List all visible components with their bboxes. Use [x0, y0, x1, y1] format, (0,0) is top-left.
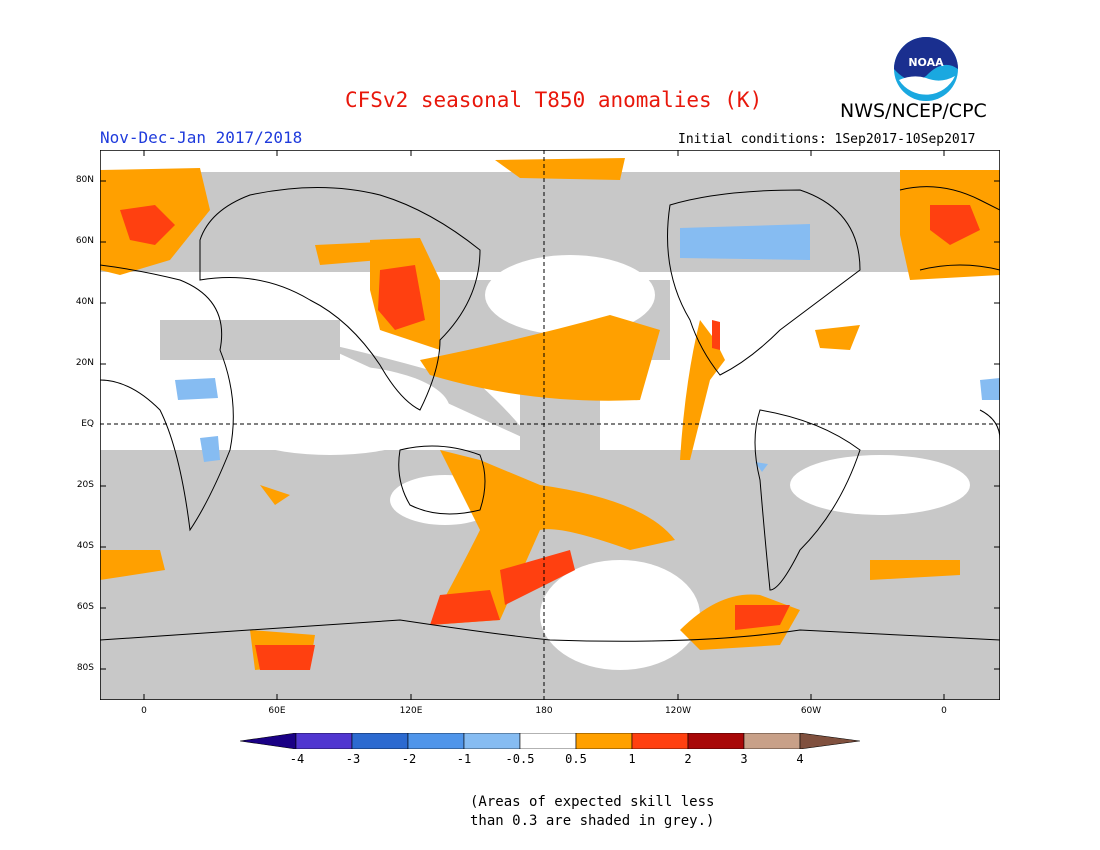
lon-label-120e: 120E: [399, 706, 423, 716]
skill-note: (Areas of expected skill less than 0.3 a…: [470, 793, 730, 831]
colorbar-tick: -0.5: [505, 752, 535, 766]
colorbar-tick: 3: [740, 752, 748, 766]
colorbar-tick: 0.5: [565, 752, 587, 766]
colorbar-tick: 4: [796, 752, 804, 766]
lat-label-80s: 80S: [76, 663, 94, 673]
lat-label-eq: EQ: [81, 419, 94, 429]
noaa-logo: NOAA: [894, 37, 958, 101]
anomaly-map: [100, 150, 1000, 700]
lon-label-0: 0: [141, 706, 147, 716]
map-title: CFSv2 seasonal T850 anomalies (K): [345, 88, 763, 112]
colorbar-segment: [463, 733, 521, 749]
lat-label-60s: 60S: [76, 602, 94, 612]
colorbar-arrow-low: [240, 733, 297, 749]
agency-label: NWS/NCEP/CPC: [840, 100, 987, 122]
colorbar-segment: [743, 733, 801, 749]
colorbar-segment: [519, 733, 577, 749]
colorbar-segment: [351, 733, 409, 749]
colorbar-tick: 1: [628, 752, 636, 766]
colorbar-arrow-high: [799, 733, 860, 749]
cool-anomaly-regions: [175, 224, 1000, 472]
initial-conditions-label: Initial conditions: 1Sep2017-10Sep2017: [678, 132, 976, 147]
lon-label-0-east: 0: [941, 706, 947, 716]
season-label: Nov-Dec-Jan 2017/2018: [100, 128, 303, 147]
lat-label-20n: 20N: [75, 358, 94, 368]
lon-label-120w: 120W: [664, 706, 692, 716]
colorbar-segment: [575, 733, 633, 749]
lat-label-40n: 40N: [75, 297, 94, 307]
colorbar-segment: [631, 733, 689, 749]
colorbar-tick: -3: [345, 752, 361, 766]
lat-label-80n: 80N: [75, 175, 94, 185]
reference-lines: [100, 150, 1000, 700]
skill-note-line2: than 0.3 are shaded in grey.): [470, 813, 715, 829]
colorbar-tick: -2: [401, 752, 417, 766]
colorbar: [240, 733, 860, 749]
lon-label-60e: 60E: [268, 706, 286, 716]
lat-label-20s: 20S: [76, 480, 94, 490]
colorbar-segment: [687, 733, 745, 749]
strong-warm-regions: [120, 205, 980, 670]
lat-label-40s: 40S: [76, 541, 94, 551]
map-ticks: [100, 150, 1000, 700]
noaa-logo-text: NOAA: [908, 56, 944, 69]
colorbar-tick: 2: [684, 752, 692, 766]
colorbar-segment: [407, 733, 465, 749]
skill-note-line1: (Areas of expected skill less: [470, 794, 715, 810]
lat-label-60n: 60N: [75, 236, 94, 246]
lon-label-60w: 60W: [800, 706, 822, 716]
colorbar-tick: -4: [289, 752, 305, 766]
colorbar-segments: [240, 733, 860, 749]
colorbar-tick: -1: [456, 752, 472, 766]
continent-outlines: [100, 186, 1000, 642]
colorbar-segment: [295, 733, 353, 749]
lon-label-180: 180: [535, 706, 553, 716]
